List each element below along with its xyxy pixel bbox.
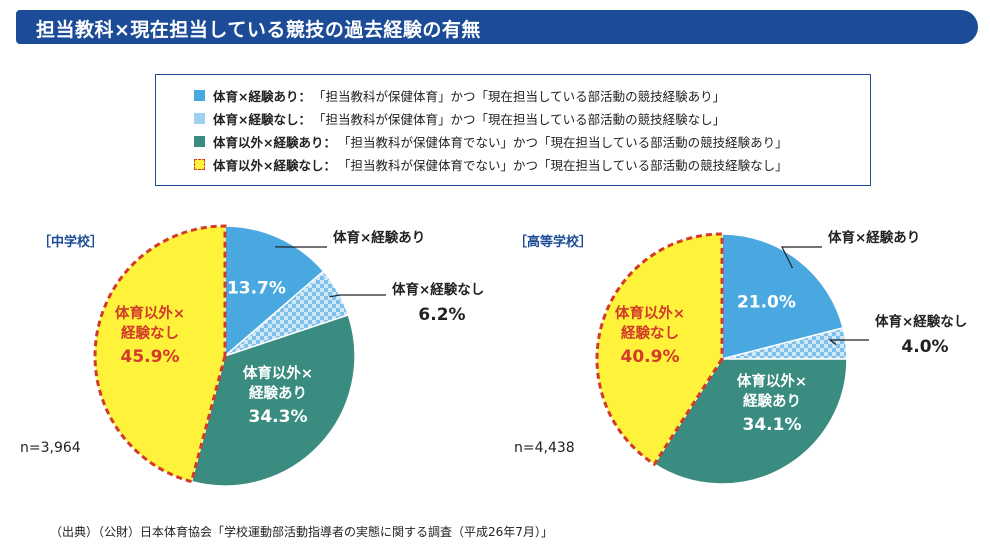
pie-slice (595, 232, 724, 467)
legend-item: 体育以外×経験あり： 「担当教科が保健体育でない」かつ「現在担当している部活動の… (194, 131, 788, 151)
slice-label: 経験あり (743, 392, 801, 410)
legend-item: 体育×経験あり： 「担当教科が保健体育」かつ「現在担当している部活動の競技経験あ… (194, 85, 725, 105)
legend-item: 体育×経験なし： 「担当教科が保健体育」かつ「現在担当している部活動の競技経験な… (194, 108, 725, 128)
slice-label: 体育×経験あり (828, 229, 920, 246)
legend-desc: 「担当教科が保健体育」かつ「現在担当している部活動の競技経験なし」 (312, 111, 726, 127)
pie-slice (190, 313, 356, 487)
sample-size-label: n=3,964 (20, 440, 81, 456)
legend-swatch (194, 89, 205, 101)
slice-label: 体育×経験なし (875, 313, 967, 330)
pie-slice (224, 225, 325, 358)
slice-label: 体育以外× (115, 304, 185, 322)
source-note: （出典）（公財）日本体育協会「学校運動部活動指導者の実態に関する調査（平成26年… (50, 525, 553, 539)
leader-line (828, 339, 869, 346)
slice-label: 経験なし (121, 324, 179, 342)
legend: 体育×経験あり： 「担当教科が保健体育」かつ「現在担当している部活動の競技経験あ… (155, 74, 871, 186)
legend-swatch (194, 135, 205, 147)
legend-item: 体育以外×経験なし： 「担当教科が保健体育でない」かつ「現在担当している部活動の… (194, 154, 788, 174)
legend-swatch (194, 112, 205, 124)
page-title: 担当教科×現在担当している競技の過去経験の有無 (36, 19, 481, 41)
slice-value-label: 45.9% (121, 347, 180, 367)
slice-label: 体育以外× (737, 372, 807, 390)
slice-label: 経験あり (249, 384, 307, 402)
slice-value-label: 34.3% (249, 407, 308, 427)
slice-value-label: 13.7% (227, 278, 286, 298)
slice-value-label: 21.0% (737, 293, 796, 313)
slice-value-label: 6.2% (418, 305, 465, 325)
title-bar: 担当教科×現在担当している競技の過去経験の有無 (16, 10, 978, 44)
slice-label: 体育×経験なし (392, 281, 484, 298)
chart-title: ［高等学校］ (514, 234, 592, 250)
leader-line (329, 294, 386, 298)
chart-title: ［中学校］ (38, 234, 103, 250)
slice-label: 体育以外× (615, 304, 685, 322)
legend-desc: 「担当教科が保健体育でない」かつ「現在担当している部活動の競技経験なし」 (337, 157, 788, 173)
legend-desc: 「担当教科が保健体育でない」かつ「現在担当している部活動の競技経験あり」 (337, 134, 788, 150)
leader-line (781, 246, 822, 269)
legend-label: 体育×経験なし： (213, 111, 311, 127)
pie-slice (93, 224, 227, 484)
pie-slice (653, 358, 848, 485)
slice-label: 体育×経験あり (333, 229, 425, 246)
legend-swatch (194, 158, 205, 170)
legend-label: 体育以外×経験あり： (213, 134, 336, 150)
slice-label: 体育以外× (243, 364, 313, 382)
legend-label: 体育×経験あり： (213, 88, 311, 104)
slice-label: 経験なし (621, 324, 679, 342)
pie-slice (721, 233, 844, 360)
slice-value-label: 40.9% (621, 347, 680, 367)
sample-size-label: n=4,438 (514, 440, 575, 456)
legend-label: 体育以外×経験なし： (213, 157, 336, 173)
slice-value-label: 34.1% (743, 415, 802, 435)
legend-desc: 「担当教科が保健体育」かつ「現在担当している部活動の競技経験あり」 (312, 88, 726, 104)
slice-value-label: 4.0% (901, 337, 948, 357)
